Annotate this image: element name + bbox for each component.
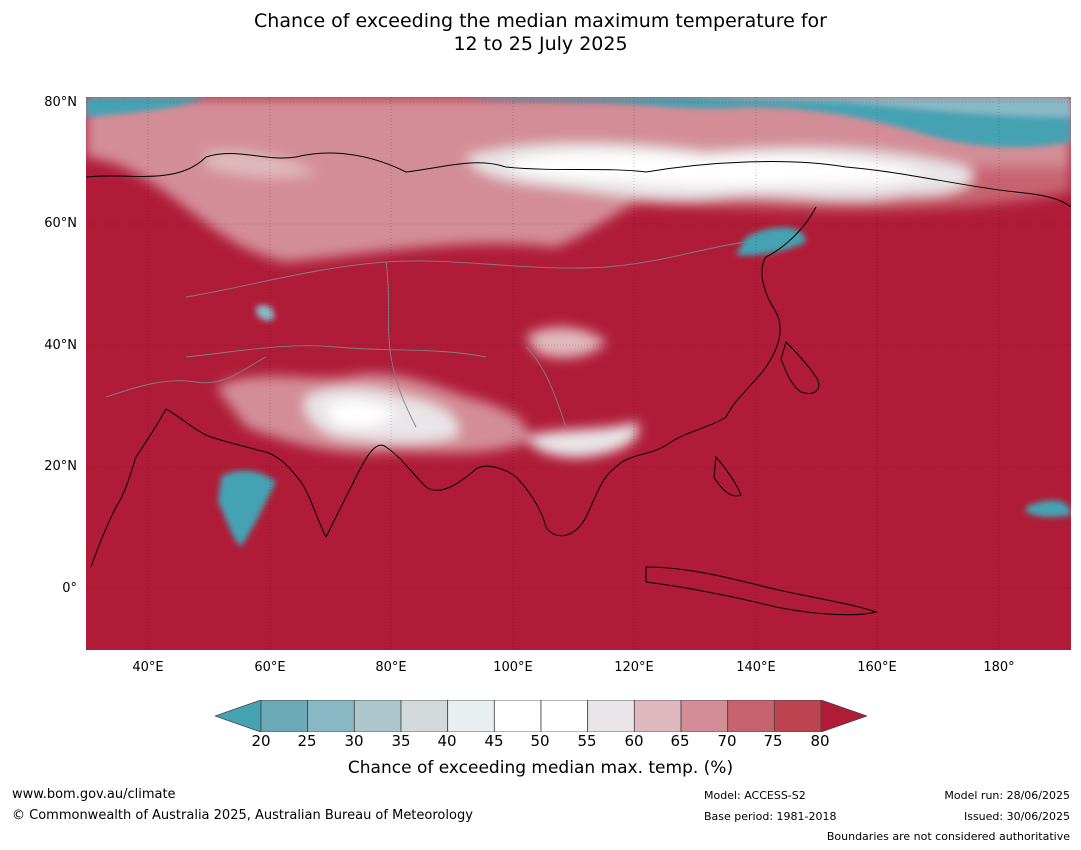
- website-link[interactable]: www.bom.gov.au/climate: [12, 787, 176, 802]
- colorbar-bin: [727, 700, 775, 732]
- colorbar-bin: [447, 700, 495, 732]
- below-median-areas: [86, 97, 1071, 547]
- coastlines: [86, 152, 1071, 616]
- map-title-line1: Chance of exceeding the median maximum t…: [254, 10, 827, 32]
- colorbar-bin: [680, 700, 729, 732]
- graticule: [86, 97, 1071, 650]
- colorbar-tick: 40: [437, 732, 457, 750]
- copyright-text: © Commonwealth of Australia 2025, Austra…: [12, 808, 473, 823]
- colorbar-extension-high: [820, 700, 867, 732]
- colorbar-label: Chance of exceeding median max. temp. (%…: [347, 758, 734, 778]
- colorbar-bin: [633, 700, 682, 732]
- northern-eurasia-band: [86, 97, 1071, 262]
- colorbar-bin: [400, 700, 449, 732]
- colorbar-bin: [540, 700, 589, 732]
- colorbar-tick: 75: [763, 732, 783, 750]
- temperature-probability-map: [86, 97, 1071, 650]
- colorbar-tick: 60: [624, 732, 644, 750]
- colorbar-tick: 35: [391, 732, 411, 750]
- map-title-line2: 12 to 25 July 2025: [453, 33, 628, 55]
- colorbar-bin: [353, 700, 402, 732]
- lon-label-60e: 60°E: [254, 660, 286, 675]
- lat-label-60n: 60°N: [44, 216, 77, 231]
- lat-label-20n: 20°N: [44, 459, 77, 474]
- colorbar: [215, 700, 867, 732]
- lon-label-140e: 140°E: [736, 660, 776, 675]
- lat-label-80n: 80°N: [44, 95, 77, 110]
- model-text: Model: ACCESS-S2: [704, 789, 806, 802]
- colorbar-bin: [260, 700, 309, 732]
- colorbar-bin: [307, 700, 355, 732]
- lon-label-160e: 160°E: [857, 660, 897, 675]
- lon-label-180: 180°: [983, 660, 1015, 675]
- colorbar-tick: 70: [717, 732, 737, 750]
- lat-label-40n: 40°N: [44, 338, 77, 353]
- lon-label-80e: 80°E: [375, 660, 407, 675]
- colorbar-tick: 20: [251, 732, 271, 750]
- colorbar-extension-low: [215, 700, 262, 732]
- lon-label-40e: 40°E: [132, 660, 164, 675]
- tibetan-plateau-area: [216, 327, 639, 458]
- colorbar-tick: 25: [297, 732, 317, 750]
- colorbar-bin: [493, 700, 542, 732]
- colorbar-tick: 50: [530, 732, 550, 750]
- issued-text: Issued: 30/06/2025: [963, 810, 1070, 823]
- colorbar-tick: 30: [344, 732, 364, 750]
- colorbar-tick: 45: [484, 732, 504, 750]
- lat-label-0: 0°: [62, 581, 77, 596]
- lon-label-120e: 120°E: [614, 660, 654, 675]
- colorbar-bin: [587, 700, 635, 732]
- base-period-text: Base period: 1981-2018: [704, 810, 837, 823]
- country-borders: [105, 241, 747, 428]
- disclaimer-text: Boundaries are not considered authoritat…: [826, 830, 1070, 843]
- colorbar-bin: [773, 700, 822, 732]
- colorbar-tick: 65: [670, 732, 690, 750]
- colorbar-tick: 55: [577, 732, 597, 750]
- model-run-text: Model run: 28/06/2025: [944, 789, 1070, 802]
- lon-label-100e: 100°E: [493, 660, 533, 675]
- colorbar-tick: 80: [810, 732, 830, 750]
